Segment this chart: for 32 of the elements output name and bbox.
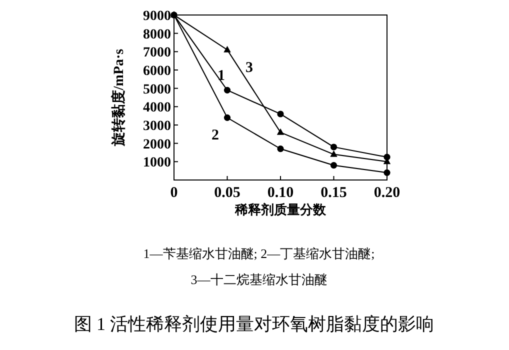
y-tick-label: 6000	[143, 64, 171, 79]
y-axis-title: 旋转黏度/mPa·s	[110, 48, 127, 148]
point	[276, 128, 284, 135]
x-tick-label: 0.10	[267, 185, 294, 201]
x-tick-label: 0.05	[214, 185, 240, 201]
point	[384, 169, 390, 176]
y-tick-label: 8000	[143, 27, 171, 42]
text: 3—十二烷基缩水甘油醚	[190, 272, 328, 287]
y-tick-label: 7000	[143, 46, 171, 61]
y-tick-label: 4000	[143, 100, 171, 116]
text: 图 1 活性稀释剂使用量对环氧树脂黏度的影响	[74, 314, 434, 334]
y-tick-label: 5000	[143, 82, 171, 98]
x-tick-label: 0.20	[374, 185, 400, 201]
x-tick-label: 0.15	[320, 185, 347, 201]
text: 1—苄基缩水甘油醚; 2—丁基缩水甘油醚;	[143, 246, 375, 261]
point	[224, 46, 231, 52]
y-tick-label: 3000	[143, 119, 171, 134]
series-label: 1	[218, 68, 225, 84]
point	[330, 150, 338, 157]
y-tick-label: 9000	[143, 9, 171, 24]
x-tick-label: 0	[170, 185, 178, 201]
point	[330, 144, 338, 150]
point	[330, 162, 338, 169]
x-axis-title: 稀释剂质量分数	[234, 202, 327, 217]
point	[224, 86, 231, 94]
series-label: 2	[212, 128, 219, 144]
y-tick-label: 2000	[143, 137, 171, 152]
y-tick-label: 1000	[143, 156, 171, 171]
point	[277, 110, 284, 118]
point	[224, 114, 231, 121]
series-label: 3	[246, 60, 253, 76]
point	[277, 146, 284, 152]
